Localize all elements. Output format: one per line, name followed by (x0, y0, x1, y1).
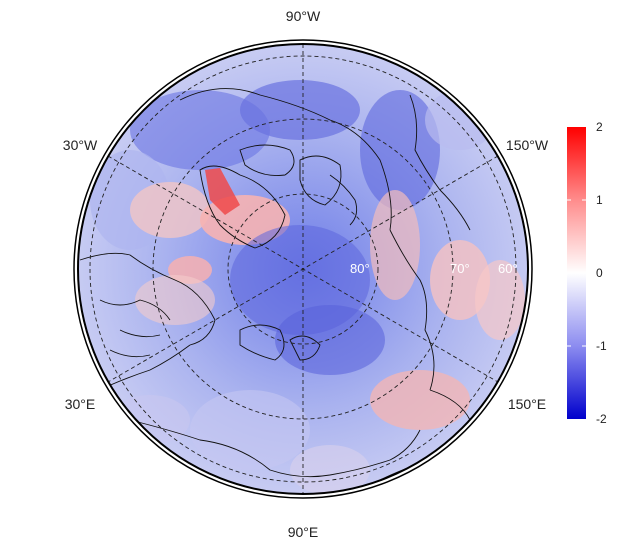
colorbar: 2 1 0 -1 -2 (567, 120, 607, 426)
longitude-label-upper-left: 30°W (63, 137, 98, 153)
latitude-label-80: 80° (350, 261, 370, 276)
colorbar-tick-neg2: -2 (596, 412, 607, 426)
latitude-label-70: 70° (450, 261, 470, 276)
longitude-label-top: 90°W (286, 8, 321, 24)
colorbar-tick-0: 0 (596, 266, 603, 280)
colorbar-tick-1: 1 (596, 193, 603, 207)
latitude-label-60: 60° (498, 261, 518, 276)
meridian-150 (107, 155, 499, 383)
latitude-circle-70 (152, 118, 454, 420)
longitude-label-upper-right: 150°W (506, 137, 549, 153)
longitude-label-lower-right: 150°E (508, 396, 546, 412)
longitude-label-bottom: 90°E (288, 524, 319, 540)
coastlines (79, 88, 471, 481)
colorbar-tick-neg1: -1 (596, 339, 607, 353)
longitude-label-lower-left: 30°E (65, 396, 96, 412)
map-border (73, 39, 533, 499)
colorbar-gradient (567, 127, 586, 419)
colorbar-tick-2: 2 (596, 120, 603, 134)
graticule (89, 44, 517, 494)
latitude-circle-60 (89, 55, 517, 483)
